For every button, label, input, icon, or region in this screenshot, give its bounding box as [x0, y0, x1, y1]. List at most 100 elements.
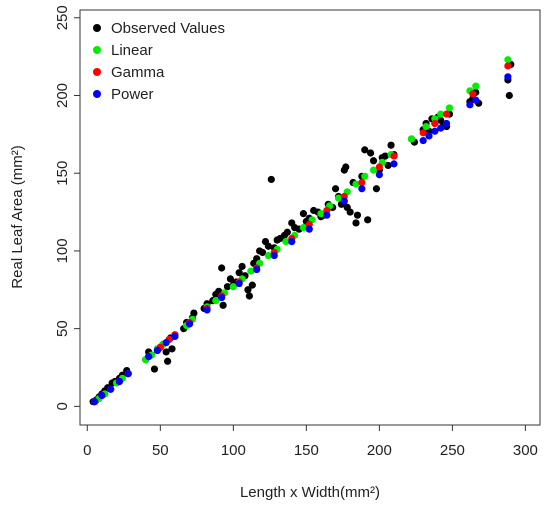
x-tick-label: 0: [83, 442, 91, 459]
linear-point: [352, 180, 360, 188]
observed-values-point: [248, 281, 256, 289]
power-point: [466, 101, 474, 109]
x-axis-label: Length x Width(mm²): [240, 484, 380, 501]
linear-point: [299, 224, 308, 232]
power-point: [185, 320, 194, 328]
gamma-point: [504, 62, 512, 70]
observed-values-point: [384, 161, 392, 170]
power-point: [442, 119, 451, 128]
linear-point: [445, 104, 454, 112]
plot-frame: [79, 9, 541, 426]
linear-point: [282, 237, 290, 246]
x-tick-label: 100: [221, 442, 246, 459]
power-point: [253, 265, 261, 274]
observed-values-point: [164, 357, 172, 365]
y-tick-label: 0: [54, 402, 71, 410]
observed-values-point: [372, 185, 381, 193]
y-axis: 0 50 100 150 200 250: [54, 5, 80, 411]
power-point: [358, 185, 366, 193]
gamma-point: [358, 178, 366, 187]
power-point: [425, 132, 433, 140]
observed-values-point: [190, 309, 198, 317]
legend: Observed Values Linear Gamma Power: [93, 20, 225, 103]
power-point: [305, 225, 313, 233]
y-tick-label: 100: [54, 238, 71, 263]
power-point: [115, 377, 124, 386]
gamma-point: [390, 152, 398, 160]
linear-point: [369, 166, 378, 174]
data-points: [89, 56, 515, 406]
power-point: [203, 306, 211, 314]
power-point: [270, 251, 278, 260]
gamma-point: [469, 90, 477, 98]
observed-values-point: [238, 262, 246, 271]
observed-values-point: [264, 242, 272, 250]
observed-values-point: [235, 269, 243, 277]
linear-point: [317, 210, 325, 218]
linear-point: [334, 194, 343, 202]
legend-label-gamma: Gamma: [111, 64, 165, 81]
observed-values-point: [219, 301, 227, 309]
gamma-point: [431, 119, 439, 128]
power-point: [390, 160, 398, 168]
power-point: [162, 339, 170, 347]
power-point: [375, 171, 383, 179]
observed-values-point: [299, 210, 308, 218]
observed-values-point: [364, 216, 372, 224]
legend-marker-power: [93, 90, 101, 98]
observed-values-point: [244, 286, 252, 294]
power-point: [431, 127, 439, 135]
observed-values-point: [367, 149, 375, 157]
linear-point: [422, 122, 430, 131]
legend-marker-linear: [93, 46, 101, 54]
observed-values-point: [258, 248, 267, 257]
observed-values-point: [223, 283, 232, 291]
observed-values-point: [245, 292, 253, 300]
observed-values-point: [162, 348, 170, 356]
gamma-point: [375, 163, 383, 171]
observed-values-point: [381, 152, 389, 160]
observed-values-point: [352, 219, 360, 227]
y-tick-label: 150: [54, 161, 71, 186]
linear-point: [407, 135, 416, 143]
power-point: [419, 136, 427, 145]
legend-marker-observed-values: [93, 24, 101, 32]
power-point: [145, 353, 153, 361]
observed-values-point: [226, 275, 235, 283]
linear-point: [437, 110, 445, 118]
x-tick-label: 300: [513, 442, 538, 459]
power-point: [235, 279, 243, 288]
gamma-point: [419, 129, 427, 137]
linear-point: [264, 251, 272, 260]
power-point: [472, 96, 480, 104]
y-tick-label: 250: [54, 5, 71, 30]
gamma-point: [442, 110, 451, 118]
observed-values-point: [218, 264, 226, 272]
linear-point: [504, 56, 512, 64]
observed-values-point: [353, 211, 362, 219]
power-point: [340, 197, 348, 205]
y-axis-label: Real Leaf Area (mm²): [9, 145, 26, 288]
power-point: [437, 124, 445, 132]
observed-values-point: [369, 157, 378, 165]
linear-point: [472, 82, 480, 90]
power-point: [91, 398, 99, 406]
linear-point: [212, 297, 220, 305]
legend-marker-gamma: [93, 68, 101, 76]
power-point: [171, 332, 179, 341]
linear-point: [247, 267, 255, 275]
power-point: [323, 211, 331, 219]
observed-values-point: [505, 91, 513, 100]
power-point: [124, 370, 132, 378]
observed-values-point: [168, 345, 176, 353]
observed-values-point: [267, 175, 275, 184]
power-point: [504, 73, 512, 81]
legend-label-linear: Linear: [111, 42, 153, 59]
power-point: [153, 346, 161, 354]
x-tick-label: 50: [152, 442, 169, 459]
power-point: [218, 293, 226, 302]
legend-label-observed-values: Observed Values: [111, 20, 225, 37]
x-axis: 0 50 100 150 200 250 300: [83, 425, 538, 459]
legend-label-power: Power: [111, 86, 154, 103]
observed-values-point: [346, 208, 354, 216]
